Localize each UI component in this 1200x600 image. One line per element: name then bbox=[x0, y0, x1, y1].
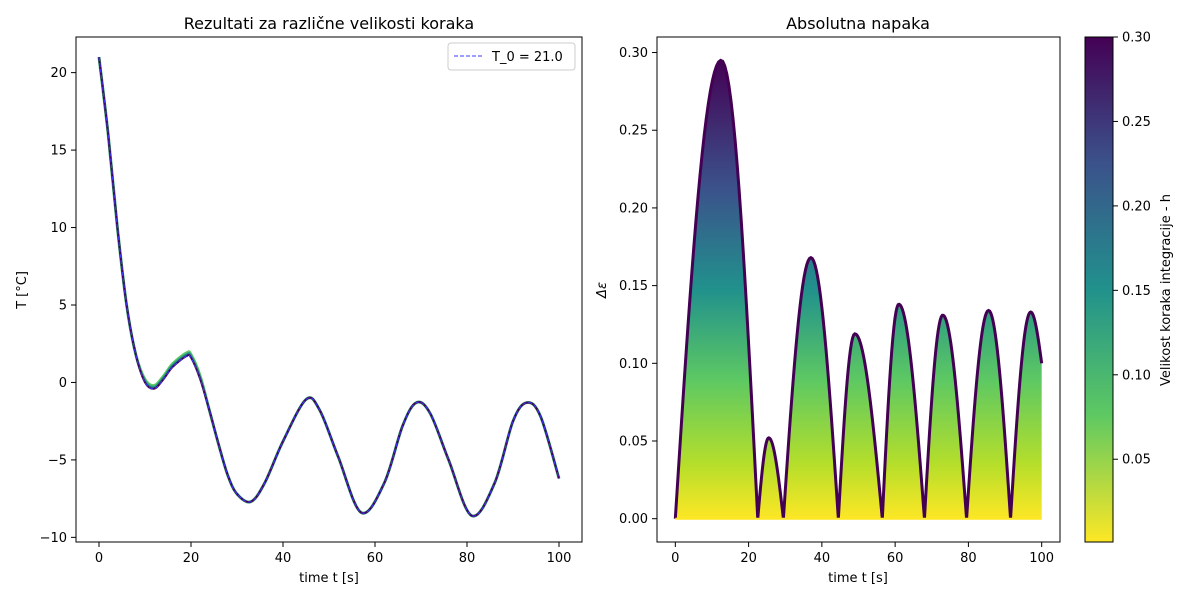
left-plot-frame bbox=[75, 36, 583, 543]
legend: T_0 = 21.0 bbox=[447, 42, 576, 71]
series-error-area bbox=[675, 60, 1042, 519]
right-chart: Absolutna napaka 0 20 40 60 80 100 0.000.050.… bbox=[595, 14, 1061, 586]
right-y-axis-label: Δε bbox=[595, 282, 610, 299]
colorbar: 0.05 0.10 0.15 0.20 0.25 0.30 Velikost koraka… bbox=[1084, 31, 1174, 543]
series-error-envelope bbox=[673, 58, 1044, 519]
right-plot-series bbox=[673, 58, 1044, 520]
colorbar-tick-label: 0.25 bbox=[1122, 115, 1151, 130]
left-x-tick-label: 0 bbox=[95, 551, 103, 566]
right-x-tick-label: 0 bbox=[671, 551, 679, 566]
left-x-tick-label: 40 bbox=[275, 551, 292, 566]
colorbar-tick-label: 0.20 bbox=[1122, 199, 1151, 214]
right-y-tick-label: 0.20 bbox=[619, 201, 648, 216]
left-x-tick-label: 60 bbox=[367, 551, 384, 566]
right-x-tick-label: 40 bbox=[814, 551, 831, 566]
left-plot-series bbox=[97, 56, 561, 518]
right-chart-title: Absolutna napaka bbox=[786, 14, 930, 33]
left-chart-title: Rezultati za različne velikosti koraka bbox=[184, 14, 474, 33]
right-y-tick-label: 0.00 bbox=[619, 512, 648, 527]
colorbar-tick-label: 0.05 bbox=[1122, 453, 1151, 468]
series-line-t0 bbox=[98, 57, 560, 517]
colorbar-gradient bbox=[1084, 36, 1114, 543]
right-y-tick-label: 0.15 bbox=[619, 279, 648, 294]
right-y-tick-label: 0.30 bbox=[619, 46, 648, 61]
left-y-tick-label: 10 bbox=[50, 221, 67, 236]
left-chart: Rezultati za različne velikosti koraka 0… bbox=[15, 14, 583, 586]
legend-box bbox=[447, 42, 576, 71]
series-line-large-step bbox=[98, 57, 560, 518]
right-y-axis-ticks: 0.00 0.05 0.10 0.15 0.20 0.25 0.30 bbox=[619, 46, 657, 527]
right-x-tick-label: 100 bbox=[1029, 551, 1054, 566]
right-y-tick-label: 0.25 bbox=[619, 124, 648, 139]
right-x-axis-label: time t [s] bbox=[828, 571, 888, 586]
left-y-tick-label: 5 bbox=[59, 298, 67, 313]
left-x-axis-ticks: 0 20 40 60 80 100 bbox=[95, 542, 572, 566]
right-x-tick-label: 20 bbox=[740, 551, 757, 566]
left-y-axis-ticks: −10 −5 0 5 10 15 20 bbox=[40, 66, 76, 546]
left-y-tick-label: 20 bbox=[50, 66, 67, 81]
left-x-tick-label: 100 bbox=[547, 551, 572, 566]
left-y-tick-label: −10 bbox=[40, 531, 67, 546]
left-y-tick-label: 0 bbox=[59, 376, 67, 391]
series-line-small-step bbox=[97, 56, 561, 518]
series-line-mid-step bbox=[97, 56, 561, 518]
right-y-tick-label: 0.10 bbox=[619, 357, 648, 372]
right-x-axis-ticks: 0 20 40 60 80 100 bbox=[671, 542, 1054, 566]
legend-entry: T_0 = 21.0 bbox=[491, 50, 563, 65]
colorbar-tick-label: 0.30 bbox=[1122, 31, 1151, 46]
right-y-tick-label: 0.05 bbox=[619, 435, 648, 450]
colorbar-tick-label: 0.15 bbox=[1122, 284, 1151, 299]
right-plot-frame bbox=[656, 36, 1061, 543]
left-x-tick-label: 20 bbox=[183, 551, 200, 566]
right-x-tick-label: 80 bbox=[960, 551, 977, 566]
colorbar-label: Velikost koraka integracije - h bbox=[1159, 194, 1174, 386]
left-y-tick-label: −5 bbox=[48, 453, 67, 468]
left-y-axis-label: T [°C] bbox=[15, 271, 30, 310]
left-x-axis-label: time t [s] bbox=[299, 571, 359, 586]
colorbar-ticks: 0.05 0.10 0.15 0.20 0.25 0.30 bbox=[1113, 31, 1151, 468]
left-x-tick-label: 80 bbox=[459, 551, 476, 566]
left-y-tick-label: 15 bbox=[50, 144, 67, 159]
colorbar-tick-label: 0.10 bbox=[1122, 368, 1151, 383]
right-x-tick-label: 60 bbox=[887, 551, 904, 566]
